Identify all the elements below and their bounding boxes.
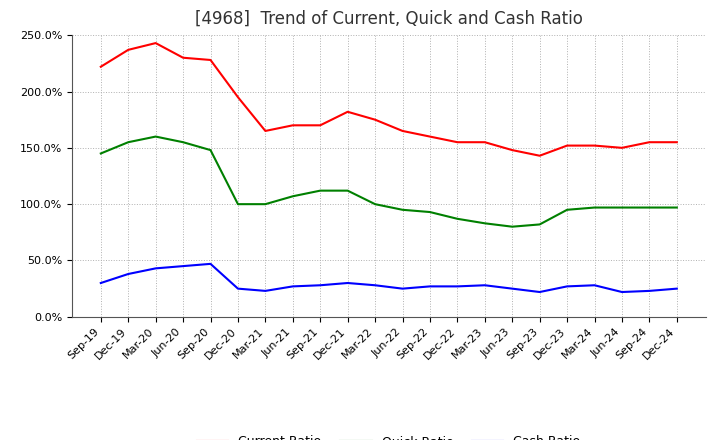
Cash Ratio xyxy=(96,280,105,286)
Current Ratio xyxy=(508,147,516,153)
Current Ratio xyxy=(453,139,462,145)
Title: [4968]  Trend of Current, Quick and Cash Ratio: [4968] Trend of Current, Quick and Cash … xyxy=(195,10,582,28)
Cash Ratio xyxy=(672,286,681,291)
Legend: Current Ratio, Quick Ratio, Cash Ratio: Current Ratio, Quick Ratio, Cash Ratio xyxy=(192,430,585,440)
Quick Ratio xyxy=(289,194,297,199)
Current Ratio xyxy=(618,145,626,150)
Quick Ratio xyxy=(96,151,105,156)
Current Ratio xyxy=(563,143,572,148)
Quick Ratio xyxy=(453,216,462,221)
Current Ratio xyxy=(179,55,187,60)
Cash Ratio xyxy=(618,290,626,295)
Cash Ratio xyxy=(590,282,599,288)
Quick Ratio xyxy=(590,205,599,210)
Cash Ratio xyxy=(343,280,352,286)
Quick Ratio xyxy=(672,205,681,210)
Quick Ratio xyxy=(480,221,489,226)
Current Ratio xyxy=(536,153,544,158)
Cash Ratio xyxy=(151,266,160,271)
Quick Ratio xyxy=(206,147,215,153)
Quick Ratio xyxy=(508,224,516,229)
Cash Ratio xyxy=(645,288,654,293)
Quick Ratio xyxy=(124,139,132,145)
Line: Quick Ratio: Quick Ratio xyxy=(101,136,677,227)
Cash Ratio xyxy=(563,284,572,289)
Cash Ratio xyxy=(508,286,516,291)
Quick Ratio xyxy=(343,188,352,193)
Quick Ratio xyxy=(645,205,654,210)
Quick Ratio xyxy=(618,205,626,210)
Quick Ratio xyxy=(233,202,242,207)
Quick Ratio xyxy=(371,202,379,207)
Current Ratio xyxy=(96,64,105,70)
Quick Ratio xyxy=(563,207,572,213)
Current Ratio xyxy=(343,109,352,114)
Cash Ratio xyxy=(289,284,297,289)
Current Ratio xyxy=(316,123,325,128)
Line: Cash Ratio: Cash Ratio xyxy=(101,264,677,292)
Line: Current Ratio: Current Ratio xyxy=(101,43,677,156)
Cash Ratio xyxy=(124,271,132,277)
Cash Ratio xyxy=(536,290,544,295)
Cash Ratio xyxy=(398,286,407,291)
Quick Ratio xyxy=(261,202,270,207)
Quick Ratio xyxy=(398,207,407,213)
Current Ratio xyxy=(233,95,242,100)
Current Ratio xyxy=(398,128,407,134)
Quick Ratio xyxy=(536,222,544,227)
Current Ratio xyxy=(261,128,270,134)
Current Ratio xyxy=(590,143,599,148)
Cash Ratio xyxy=(371,282,379,288)
Cash Ratio xyxy=(261,288,270,293)
Current Ratio xyxy=(426,134,434,139)
Cash Ratio xyxy=(206,261,215,267)
Quick Ratio xyxy=(426,209,434,215)
Current Ratio xyxy=(124,47,132,52)
Cash Ratio xyxy=(316,282,325,288)
Cash Ratio xyxy=(453,284,462,289)
Current Ratio xyxy=(206,57,215,62)
Quick Ratio xyxy=(316,188,325,193)
Current Ratio xyxy=(289,123,297,128)
Cash Ratio xyxy=(480,282,489,288)
Current Ratio xyxy=(480,139,489,145)
Cash Ratio xyxy=(179,264,187,269)
Quick Ratio xyxy=(179,139,187,145)
Current Ratio xyxy=(371,117,379,122)
Current Ratio xyxy=(672,139,681,145)
Cash Ratio xyxy=(233,286,242,291)
Current Ratio xyxy=(645,139,654,145)
Cash Ratio xyxy=(426,284,434,289)
Quick Ratio xyxy=(151,134,160,139)
Current Ratio xyxy=(151,40,160,46)
